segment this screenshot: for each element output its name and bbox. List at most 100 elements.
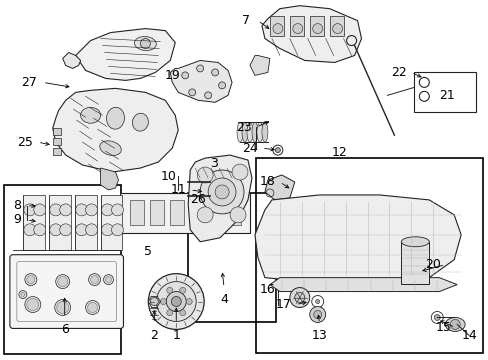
Circle shape: [34, 224, 46, 236]
Text: 10: 10: [160, 170, 176, 183]
Circle shape: [60, 204, 72, 216]
Bar: [255, 158, 482, 353]
Circle shape: [50, 224, 61, 236]
Circle shape: [171, 297, 181, 306]
Ellipse shape: [132, 113, 148, 131]
Polygon shape: [249, 55, 269, 75]
Circle shape: [204, 92, 211, 99]
Bar: [269, 15, 283, 36]
Circle shape: [55, 300, 71, 315]
Text: 22: 22: [391, 66, 407, 79]
Ellipse shape: [242, 122, 247, 142]
Text: 9: 9: [13, 213, 21, 226]
Bar: [226, 200, 241, 225]
Ellipse shape: [81, 107, 101, 123]
Bar: [188, 193, 275, 323]
Circle shape: [188, 89, 195, 96]
Circle shape: [56, 275, 69, 289]
Circle shape: [24, 224, 36, 236]
Circle shape: [196, 65, 203, 72]
Polygon shape: [76, 28, 175, 80]
Ellipse shape: [256, 122, 263, 142]
Bar: [150, 200, 164, 225]
Text: 14: 14: [460, 329, 476, 342]
Circle shape: [102, 224, 113, 236]
Text: 26: 26: [190, 193, 205, 206]
Circle shape: [208, 178, 236, 206]
Circle shape: [309, 306, 325, 323]
Circle shape: [87, 302, 98, 312]
Circle shape: [76, 204, 87, 216]
Circle shape: [156, 282, 196, 321]
Circle shape: [180, 287, 185, 293]
Polygon shape: [264, 175, 294, 200]
Ellipse shape: [262, 122, 267, 142]
Circle shape: [197, 207, 213, 223]
Text: 20: 20: [425, 258, 440, 271]
Bar: [329, 15, 343, 36]
Text: 3: 3: [210, 157, 218, 170]
Text: 15: 15: [434, 321, 450, 334]
Circle shape: [111, 204, 123, 216]
Circle shape: [27, 276, 35, 284]
Text: 7: 7: [242, 14, 249, 27]
Circle shape: [312, 24, 322, 33]
Circle shape: [31, 202, 42, 214]
Circle shape: [111, 224, 123, 236]
Circle shape: [313, 310, 321, 319]
Ellipse shape: [401, 237, 428, 247]
Text: 27: 27: [21, 76, 37, 89]
Polygon shape: [170, 60, 232, 102]
Polygon shape: [254, 195, 460, 282]
Circle shape: [182, 72, 188, 79]
Circle shape: [289, 288, 309, 307]
Bar: [53, 138, 61, 145]
Circle shape: [58, 276, 67, 287]
Text: 1: 1: [172, 329, 180, 342]
Circle shape: [27, 298, 39, 310]
Text: 24: 24: [242, 141, 257, 155]
Bar: [210, 200, 224, 225]
Ellipse shape: [134, 36, 156, 50]
Bar: [23, 195, 45, 250]
Circle shape: [103, 275, 113, 285]
Circle shape: [332, 24, 342, 33]
Circle shape: [166, 310, 172, 316]
Bar: [4, 185, 121, 354]
Polygon shape: [62, 53, 81, 68]
Bar: [49, 195, 71, 250]
Text: 25: 25: [17, 136, 33, 149]
Bar: [170, 200, 184, 225]
Bar: [289, 15, 303, 36]
Polygon shape: [269, 278, 456, 292]
Ellipse shape: [251, 122, 258, 142]
Ellipse shape: [106, 107, 124, 129]
Circle shape: [21, 293, 25, 297]
FancyBboxPatch shape: [10, 255, 123, 328]
Circle shape: [186, 298, 192, 305]
Circle shape: [272, 24, 282, 33]
Text: 19: 19: [164, 69, 180, 82]
Text: 17: 17: [275, 298, 291, 311]
Text: 8: 8: [13, 199, 21, 212]
Polygon shape: [53, 88, 178, 172]
Circle shape: [85, 224, 98, 236]
Circle shape: [275, 148, 280, 153]
Bar: [401, 242, 428, 284]
Circle shape: [315, 300, 319, 303]
Circle shape: [50, 204, 61, 216]
Circle shape: [85, 301, 100, 315]
Circle shape: [35, 220, 39, 224]
Circle shape: [200, 170, 244, 214]
Circle shape: [90, 276, 99, 284]
Ellipse shape: [444, 318, 464, 332]
Text: 12: 12: [331, 145, 347, 159]
Circle shape: [166, 287, 172, 293]
Bar: [53, 148, 61, 155]
Circle shape: [102, 204, 113, 216]
Circle shape: [449, 319, 459, 329]
Circle shape: [215, 185, 228, 199]
Text: 13: 13: [311, 329, 327, 342]
Text: 18: 18: [260, 175, 275, 189]
Text: 23: 23: [236, 121, 251, 134]
